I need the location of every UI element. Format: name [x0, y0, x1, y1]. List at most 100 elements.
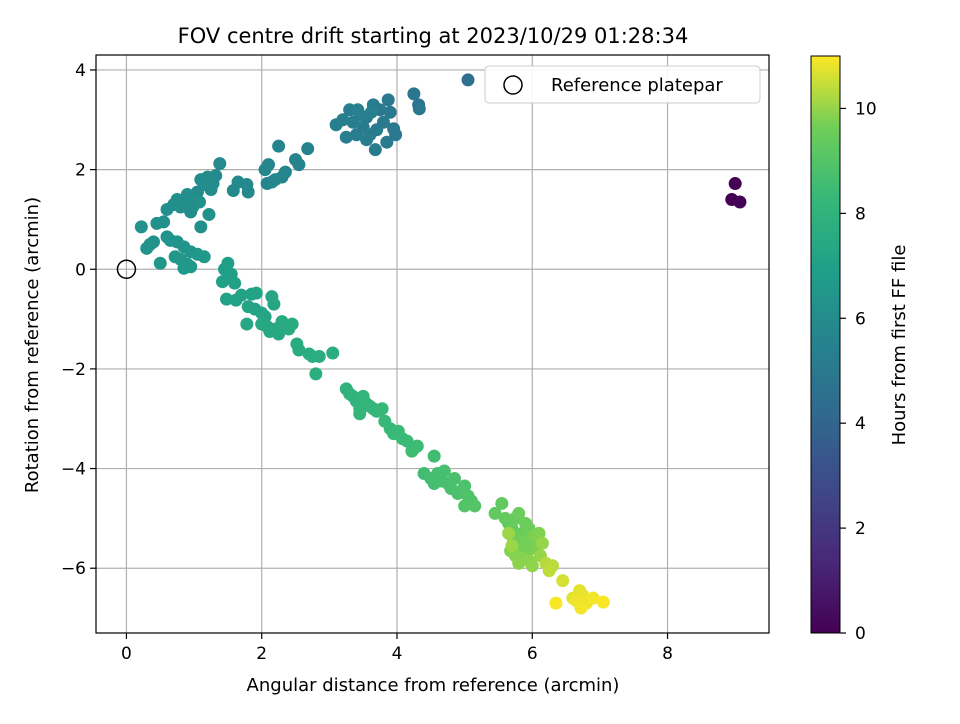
data-point: [326, 346, 340, 360]
data-points: [134, 73, 747, 615]
legend: Reference platepar: [484, 65, 761, 104]
data-point: [525, 559, 539, 573]
data-point: [383, 105, 397, 119]
y-tick-label: 0: [75, 260, 86, 280]
data-point: [305, 349, 319, 363]
data-point: [505, 539, 519, 553]
data-point: [184, 205, 198, 219]
data-point: [375, 402, 389, 416]
colorbar-tick-label: 2: [855, 519, 866, 539]
colorbar: 0 2 4 6 8 10 Hours from first FF file: [810, 55, 910, 644]
y-tick-label: 2: [75, 161, 86, 181]
y-tick-label: −6: [61, 559, 86, 579]
data-point: [213, 157, 227, 171]
legend-marker-icon: [503, 75, 523, 95]
data-point: [380, 135, 394, 149]
data-point: [192, 195, 206, 209]
data-point: [140, 241, 154, 255]
data-point: [160, 202, 174, 216]
data-point: [364, 105, 378, 119]
data-point: [177, 261, 191, 275]
data-point: [405, 444, 419, 458]
legend-label: Reference platepar: [551, 75, 723, 96]
data-point: [134, 220, 148, 234]
data-point: [596, 595, 610, 609]
data-point: [292, 343, 306, 357]
data-point: [437, 464, 451, 478]
data-point: [556, 574, 570, 588]
y-tick-label: −2: [61, 360, 86, 380]
colorbar-tick-label: 4: [855, 414, 866, 434]
data-point: [220, 292, 234, 306]
data-point: [292, 158, 306, 172]
y-axis-label: Rotation from reference (arcmin): [22, 197, 43, 493]
colorbar-label: Hours from first FF file: [889, 245, 910, 446]
data-point: [346, 115, 360, 129]
data-point: [733, 195, 747, 209]
data-point: [461, 73, 475, 87]
data-point: [353, 407, 367, 421]
x-tick-label: 4: [392, 644, 403, 664]
colorbar-tick-label: 6: [855, 309, 866, 329]
data-point: [368, 143, 382, 157]
y-axis: −6 −4 −2 0 2 4: [61, 61, 96, 579]
data-point: [349, 128, 363, 142]
data-point: [285, 317, 299, 331]
data-point: [197, 250, 211, 264]
data-point: [542, 564, 556, 578]
data-point: [339, 130, 353, 144]
data-point: [458, 499, 472, 513]
x-tick-label: 8: [662, 644, 673, 664]
data-point: [427, 449, 441, 463]
data-point: [586, 591, 600, 605]
data-point: [258, 163, 272, 177]
x-tick-label: 0: [121, 644, 132, 664]
data-point: [272, 139, 286, 153]
data-point: [240, 317, 254, 331]
grid-lines: [96, 55, 769, 633]
data-point: [194, 220, 208, 234]
colorbar-ticks: 0 2 4 6 8 10: [840, 99, 877, 644]
data-point: [458, 479, 472, 493]
data-point: [309, 367, 323, 381]
data-point: [549, 596, 563, 610]
x-axis: 0 2 4 6 8: [121, 633, 673, 664]
data-point: [512, 506, 526, 520]
x-tick-label: 2: [256, 644, 267, 664]
data-point: [407, 87, 421, 101]
reference-platepar-marker: [116, 259, 137, 280]
data-point: [495, 496, 509, 510]
data-point: [301, 142, 315, 156]
chart-title: FOV centre drift starting at 2023/10/29 …: [178, 24, 689, 48]
data-point: [512, 556, 526, 570]
data-point: [532, 526, 546, 540]
data-point: [241, 185, 255, 199]
data-point: [468, 499, 482, 513]
data-point: [351, 103, 365, 117]
y-tick-label: −4: [61, 460, 86, 480]
data-point: [574, 601, 588, 615]
data-point: [360, 133, 374, 147]
plot-frame: [95, 54, 770, 634]
data-point: [215, 275, 229, 289]
data-point: [329, 118, 343, 132]
colorbar-tick-label: 10: [855, 99, 877, 119]
colorbar-tick-label: 0: [855, 624, 866, 644]
data-point: [153, 256, 167, 270]
data-point: [234, 288, 248, 302]
legend-box: [484, 65, 761, 104]
data-point: [228, 276, 242, 290]
data-point: [226, 184, 240, 198]
y-tick-label: 4: [75, 61, 86, 81]
x-tick-label: 6: [527, 644, 538, 664]
x-axis-label: Angular distance from reference (arcmin): [247, 675, 620, 696]
colorbar-gradient: [810, 55, 841, 634]
data-point: [249, 286, 263, 300]
data-point: [488, 506, 502, 520]
data-point: [150, 216, 164, 230]
data-point: [260, 177, 274, 191]
data-point: [389, 128, 403, 142]
data-point: [502, 526, 516, 540]
data-point: [412, 102, 426, 116]
